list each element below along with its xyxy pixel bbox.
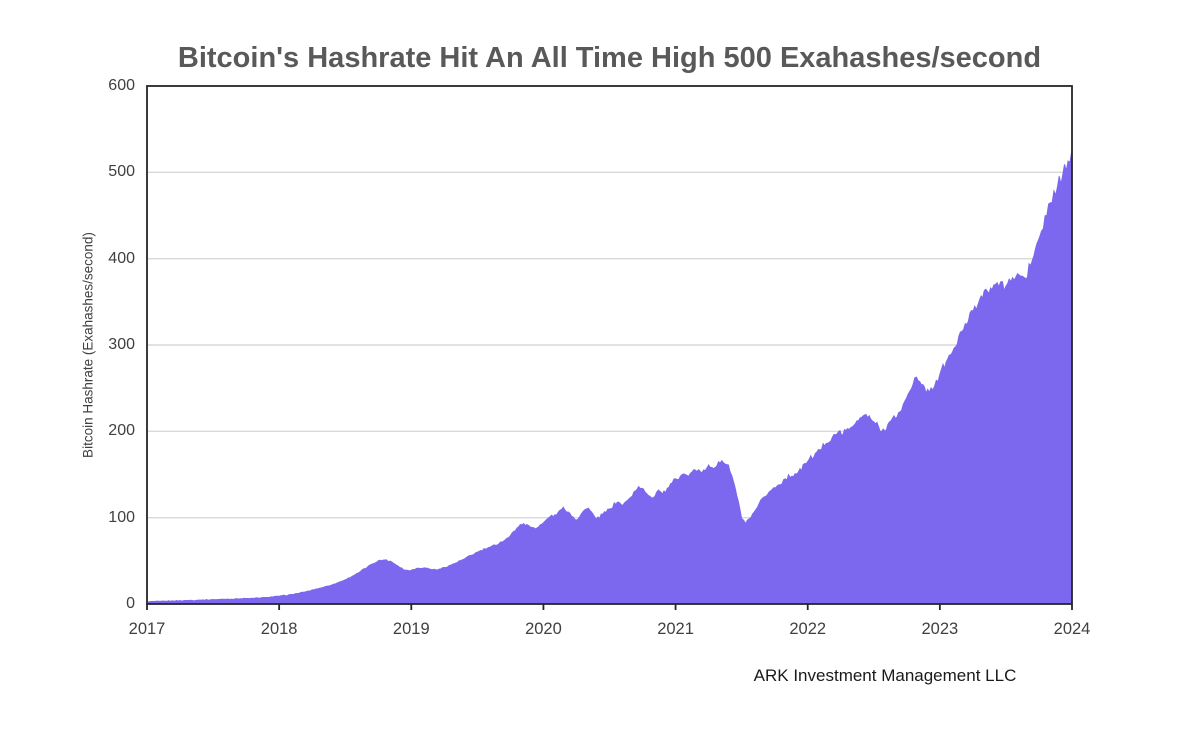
x-tick-label: 2017 bbox=[128, 620, 166, 638]
chart-title: Bitcoin's Hashrate Hit An All Time High … bbox=[177, 42, 1042, 74]
y-tick-label: 100 bbox=[108, 508, 135, 526]
y-tick-label: 400 bbox=[108, 249, 135, 267]
attribution-label: ARK Investment Management LLC bbox=[753, 666, 1017, 685]
y-tick-label: 500 bbox=[108, 163, 135, 181]
x-tick-label: 2021 bbox=[657, 620, 694, 638]
hashrate-area-series bbox=[146, 149, 1073, 605]
plot-border bbox=[146, 85, 1073, 605]
x-tick-label: 2023 bbox=[921, 620, 959, 638]
x-tick-label: 2024 bbox=[1053, 620, 1091, 638]
x-tick-label: 2018 bbox=[260, 620, 298, 638]
y-tick-label: 300 bbox=[108, 336, 135, 353]
y-tick-label: 600 bbox=[108, 77, 135, 94]
x-axis-tick-marks bbox=[146, 604, 1073, 610]
x-tick-label: 2020 bbox=[525, 620, 562, 638]
y-tick-label: 200 bbox=[108, 422, 135, 440]
x-tick-label: 2022 bbox=[789, 620, 827, 638]
x-tick-label: 2019 bbox=[392, 620, 430, 638]
y-axis-title: Bitcoin Hashrate (Exahashes/second) bbox=[80, 232, 96, 458]
y-tick-label: 0 bbox=[126, 595, 135, 612]
